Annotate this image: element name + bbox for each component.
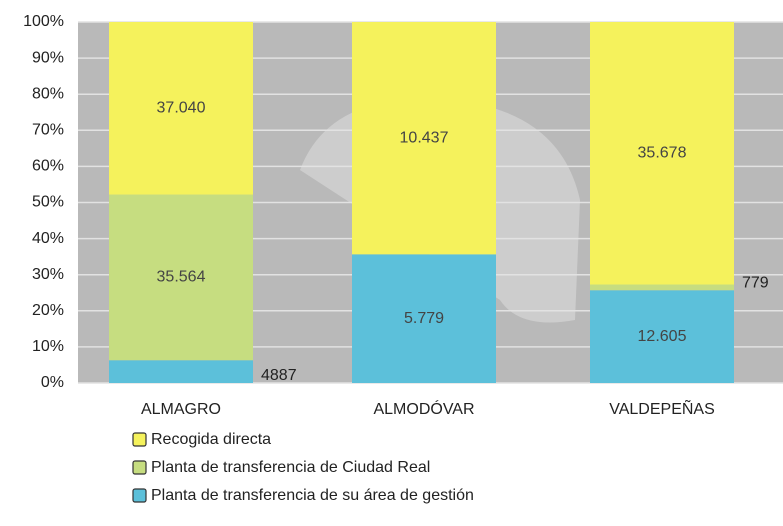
y-tick-label: 60%: [32, 158, 64, 175]
y-tick-label: 70%: [32, 122, 64, 139]
y-tick-label: 90%: [32, 49, 64, 66]
x-tick-label: ALMAGRO: [141, 401, 221, 418]
data-label: 5.779: [404, 310, 444, 327]
legend-swatch: [133, 433, 146, 446]
y-tick-label: 100%: [23, 13, 64, 30]
data-label: 35.678: [638, 144, 687, 161]
legend-swatch: [133, 461, 146, 474]
data-label: 37.040: [157, 99, 206, 116]
bar-segment: [590, 285, 734, 291]
data-label: 4887: [261, 367, 297, 384]
data-label: 35.564: [157, 269, 206, 286]
y-tick-label: 10%: [32, 338, 64, 355]
chart: 0% 10% 20% 30% 40% 50% 60% 70% 80% 90% 100% 4887 35.…: [0, 0, 783, 521]
y-tick-label: 20%: [32, 302, 64, 319]
y-tick-label: 40%: [32, 230, 64, 247]
legend-label: Planta de transferencia de su área de ge…: [151, 487, 474, 504]
x-tick-label: VALDEPEÑAS: [609, 398, 715, 418]
y-tick-label: 0%: [41, 374, 64, 391]
y-tick-label: 50%: [32, 194, 64, 211]
x-tick-label: ALMODÓVAR: [373, 399, 474, 418]
legend-label: Recogida directa: [151, 431, 271, 448]
legend-label: Planta de transferencia de Ciudad Real: [151, 459, 430, 476]
legend-swatch: [133, 489, 146, 502]
data-label: 12.605: [638, 328, 687, 345]
data-label: 10.437: [400, 129, 449, 146]
y-tick-label: 80%: [32, 85, 64, 102]
y-tick-label: 30%: [32, 266, 64, 283]
bar-segment: [109, 360, 253, 383]
data-label: 779: [742, 275, 769, 292]
